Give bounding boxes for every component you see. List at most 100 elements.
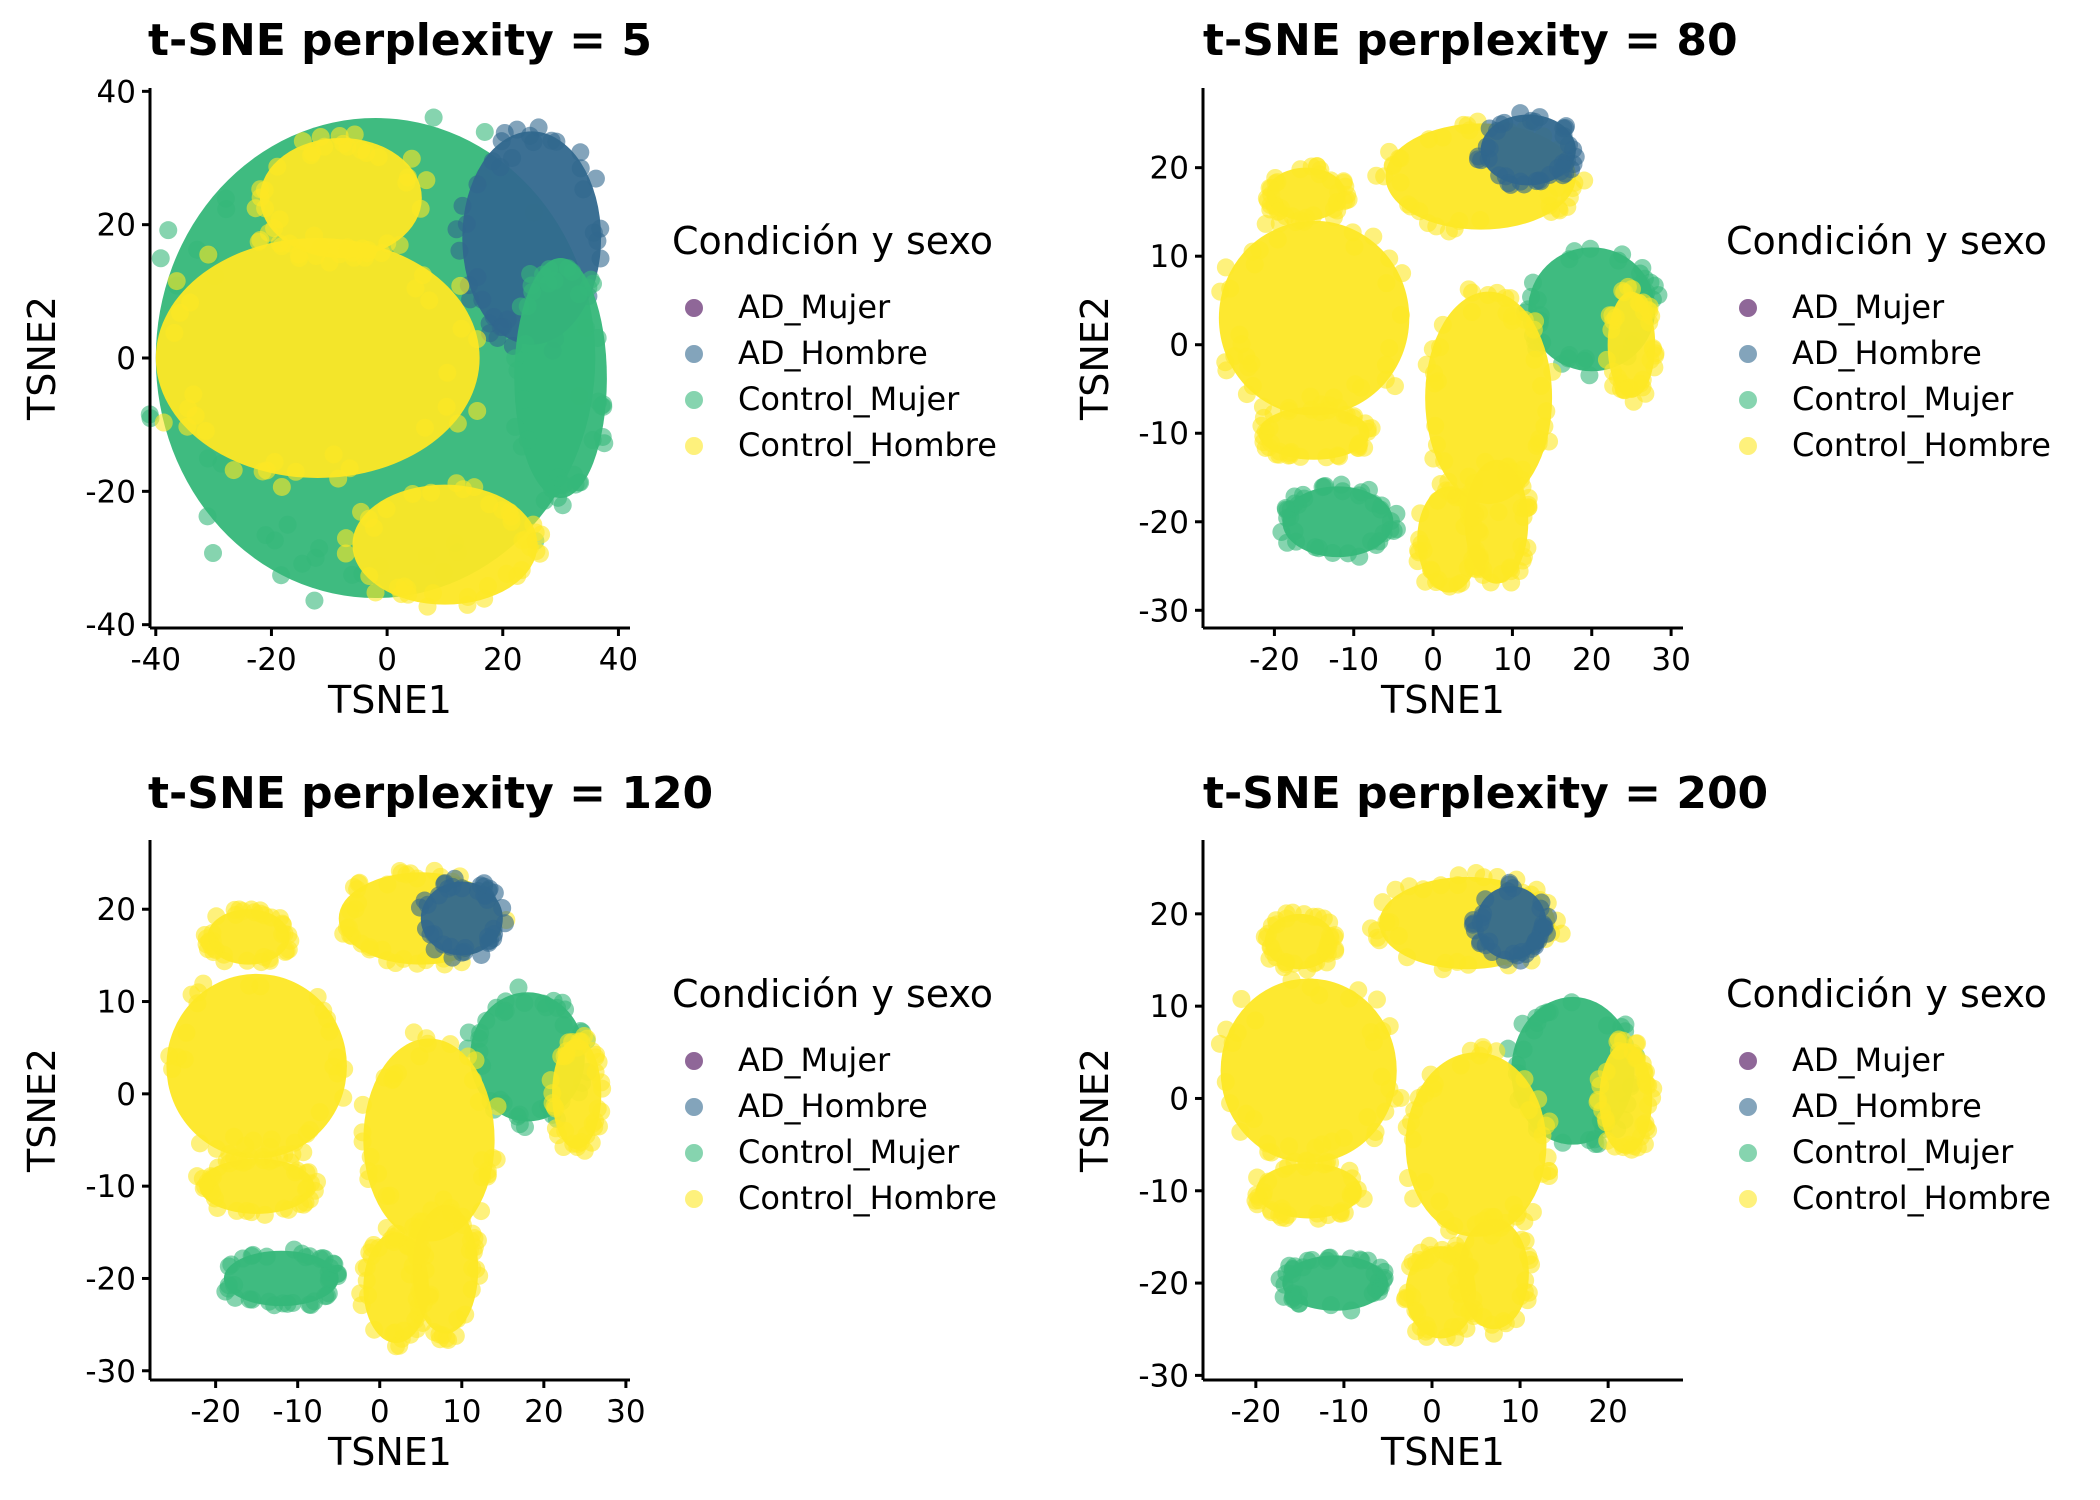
cluster — [1252, 396, 1381, 467]
data-point — [581, 270, 600, 289]
cluster — [160, 973, 354, 1170]
data-point — [198, 507, 217, 526]
data-point — [1633, 258, 1652, 277]
data-point — [1275, 1159, 1294, 1178]
cluster — [1463, 873, 1558, 970]
data-point — [353, 1123, 372, 1142]
cluster-core — [259, 138, 422, 258]
data-point — [1362, 532, 1381, 551]
data-point — [1289, 1285, 1308, 1304]
data-point — [1376, 355, 1395, 374]
data-point — [1280, 1137, 1299, 1156]
data-point — [1290, 211, 1309, 230]
data-point — [1391, 305, 1410, 324]
data-point — [256, 199, 275, 218]
data-point — [1225, 347, 1244, 366]
data-point — [509, 978, 528, 997]
data-point — [1537, 402, 1556, 421]
y-tick-label: -30 — [1138, 1358, 1189, 1394]
data-point — [215, 952, 234, 971]
data-point — [1473, 1038, 1492, 1057]
data-point — [344, 878, 363, 897]
data-point — [233, 1249, 252, 1268]
cluster — [1455, 452, 1538, 592]
data-point — [1366, 1122, 1385, 1141]
data-point — [1345, 407, 1364, 426]
data-point — [1367, 990, 1386, 1009]
legend-key — [1739, 345, 1757, 363]
data-point — [334, 1088, 353, 1107]
data-point — [260, 951, 279, 970]
legend-key — [685, 437, 703, 455]
data-point — [1419, 130, 1438, 149]
legend: Condición y sexo AD_Mujer AD_Hombre Control… — [672, 219, 997, 464]
data-point — [1480, 119, 1499, 138]
data-point — [1320, 913, 1339, 932]
data-point — [408, 1219, 427, 1238]
y-tick-label: -20 — [85, 474, 136, 510]
data-point — [168, 1048, 187, 1067]
cluster — [1210, 971, 1410, 1176]
data-point — [329, 469, 348, 488]
data-point — [265, 531, 284, 550]
data-point — [397, 173, 416, 192]
data-point — [257, 1247, 276, 1266]
legend-key — [685, 1098, 703, 1116]
data-point — [1451, 1056, 1470, 1075]
data-point — [1380, 339, 1399, 358]
y-tick-label: 0 — [1169, 328, 1189, 364]
data-point — [441, 1035, 460, 1054]
data-point — [251, 180, 270, 199]
data-point — [451, 276, 470, 295]
data-point — [366, 583, 385, 602]
data-point — [227, 1201, 246, 1220]
data-point — [362, 1239, 381, 1258]
data-point — [359, 509, 378, 528]
data-point — [260, 1292, 279, 1311]
data-point — [1386, 880, 1405, 899]
data-point — [1525, 112, 1544, 131]
data-point — [281, 1153, 300, 1172]
data-point — [1349, 439, 1368, 458]
data-point — [1281, 444, 1300, 463]
data-point — [1272, 522, 1291, 541]
data-point — [1426, 416, 1445, 435]
data-point — [1237, 385, 1256, 404]
data-point — [515, 390, 534, 409]
data-point — [377, 500, 396, 519]
legend-key — [1739, 1098, 1757, 1116]
legend-label: AD_Mujer — [1792, 1041, 1945, 1079]
data-point — [574, 180, 593, 199]
data-point — [1342, 1301, 1361, 1320]
panel-title: t-SNE perplexity = 200 — [1203, 768, 1768, 819]
data-point — [465, 1229, 484, 1248]
data-point — [234, 1153, 253, 1172]
data-point — [255, 1205, 274, 1224]
data-point — [1589, 1090, 1608, 1109]
legend-label: Control_Mujer — [1792, 380, 2014, 418]
data-point — [1639, 1121, 1658, 1140]
data-point — [328, 1064, 347, 1083]
data-point — [1344, 1181, 1363, 1200]
data-point — [343, 565, 362, 584]
data-point — [242, 1203, 261, 1222]
x-axis-title: TSNE1 — [327, 678, 452, 722]
data-point — [286, 462, 305, 481]
data-point — [1474, 904, 1493, 923]
legend: Condición y sexo AD_Mujer AD_Hombre Control… — [1726, 219, 2051, 464]
x-tick-label: 20 — [524, 1394, 563, 1430]
data-point — [1430, 1192, 1449, 1211]
data-point — [1437, 481, 1456, 500]
data-point — [278, 515, 297, 534]
legend-key — [685, 345, 703, 363]
data-point — [1477, 137, 1496, 156]
point-cloud — [160, 861, 612, 1356]
x-tick-label: 20 — [1572, 642, 1611, 678]
legend: Condición y sexo AD_Mujer AD_Hombre Control… — [1726, 972, 2051, 1217]
data-point — [1511, 1287, 1530, 1306]
data-point — [205, 1189, 224, 1208]
data-point — [233, 902, 252, 921]
data-point — [1262, 1143, 1281, 1162]
data-point — [181, 293, 200, 312]
cluster — [1588, 1030, 1663, 1159]
